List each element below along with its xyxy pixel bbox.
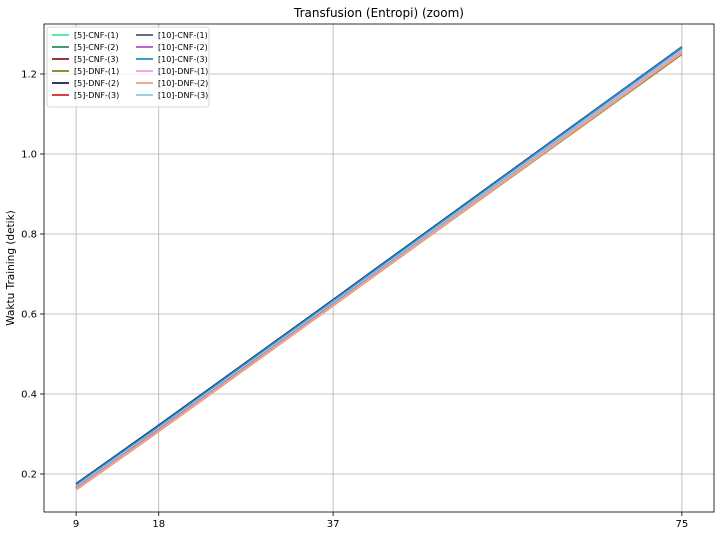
y-tick-label: 0.6 <box>21 310 37 321</box>
legend: [5]-CNF-(1) [5]-CNF-(2) [5]-CNF-(3) [5]-DNF… <box>46 26 210 108</box>
y-axis: 0.2 0.4 0.6 0.8 1.0 1.2 <box>21 70 44 481</box>
legend-label: [10]-CNF-(1) <box>158 31 208 40</box>
series-line <box>75 46 683 486</box>
legend-label: [5]-CNF-(2) <box>74 43 119 52</box>
y-tick-label: 1.2 <box>21 70 37 81</box>
series-line <box>75 52 683 491</box>
x-tick-label: 37 <box>327 519 340 530</box>
x-tick-label: 75 <box>676 519 689 530</box>
plot-frame <box>43 23 715 513</box>
y-tick-label: 1.0 <box>21 150 37 161</box>
legend-label: [10]-CNF-(2) <box>158 43 208 52</box>
legend-label: [10]-DNF-(2) <box>158 79 208 88</box>
legend-label: [5]-CNF-(1) <box>74 31 119 40</box>
legend-label: [5]-DNF-(1) <box>74 67 119 76</box>
legend-box <box>46 26 210 108</box>
y-tick-label: 0.4 <box>21 390 37 401</box>
x-axis: 9 18 37 75 <box>73 512 688 530</box>
legend-label: [5]-DNF-(3) <box>74 91 119 100</box>
x-tick-label: 18 <box>152 519 165 530</box>
legend-label: [5]-CNF-(3) <box>74 55 119 64</box>
legend-label: [10]-DNF-(1) <box>158 67 208 76</box>
y-tick-label: 0.2 <box>21 470 37 481</box>
series-line <box>75 48 683 488</box>
chart-title: Transfusion (Entropi) (zoom) <box>293 6 464 20</box>
y-tick-label: 0.8 <box>21 230 37 241</box>
x-tick-label: 9 <box>73 519 79 530</box>
legend-label: [5]-DNF-(2) <box>74 79 119 88</box>
series-line <box>75 50 683 490</box>
y-axis-title: Waktu Training (detik) <box>5 210 17 326</box>
series-lines <box>75 46 683 491</box>
legend-label: [10]-CNF-(3) <box>158 55 208 64</box>
legend-label: [10]-DNF-(3) <box>158 91 208 100</box>
